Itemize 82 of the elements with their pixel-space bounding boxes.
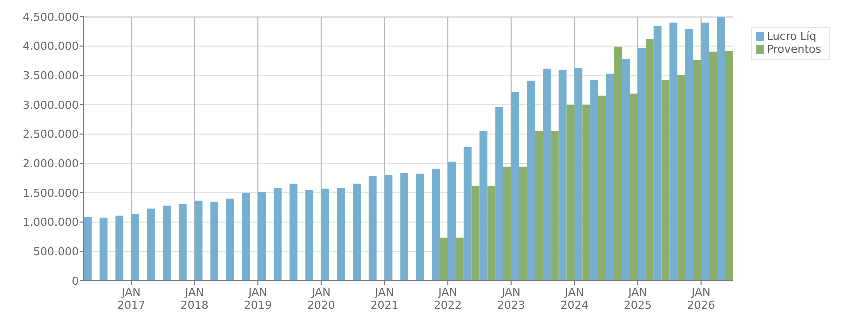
bar <box>163 206 172 281</box>
bar <box>147 208 156 281</box>
bar <box>194 200 203 281</box>
bar <box>511 92 520 281</box>
bar <box>558 70 567 281</box>
bar <box>638 48 646 281</box>
bar <box>701 22 710 281</box>
bar <box>306 190 314 281</box>
bar <box>432 168 440 281</box>
bar <box>131 214 140 281</box>
bar <box>550 131 559 281</box>
bar <box>630 94 638 281</box>
bar <box>456 238 464 281</box>
bar <box>693 60 702 281</box>
y-tick-label: 3.000.000 <box>23 98 79 112</box>
x-tick-label: JAN 2026 <box>687 286 716 312</box>
bar <box>496 107 504 281</box>
x-tick-label: JAN 2017 <box>117 286 146 312</box>
bar <box>574 68 583 281</box>
y-tick-label: 500.000 <box>34 246 79 259</box>
bar <box>440 238 448 281</box>
bar <box>717 17 726 281</box>
y-tick-label: 2.000.000 <box>23 158 79 171</box>
bar <box>480 131 488 281</box>
x-tick-label: JAN 2020 <box>307 286 336 312</box>
x-tick-label: JAN 2019 <box>244 286 272 312</box>
bar <box>416 174 424 281</box>
bar <box>488 186 496 281</box>
bar <box>709 52 718 281</box>
x-tick-label: JAN 2018 <box>180 286 209 312</box>
bar <box>258 192 266 281</box>
x-tick-label: JAN 2024 <box>560 286 589 312</box>
bar <box>84 217 92 281</box>
y-tick-label: 4.500.000 <box>23 10 79 24</box>
x-tick-label: JAN 2021 <box>370 286 399 312</box>
bar <box>448 162 456 281</box>
bar <box>519 166 528 281</box>
bar <box>503 166 512 281</box>
bar <box>321 188 330 281</box>
legend-label: Proventos <box>767 43 822 56</box>
bar <box>662 80 670 281</box>
bar <box>622 58 630 281</box>
bar <box>527 80 536 281</box>
bar <box>290 184 298 281</box>
bar <box>566 105 575 281</box>
y-tick-label: 1.500.000 <box>23 186 79 200</box>
y-tick-label: 2.500.000 <box>23 128 79 142</box>
bar <box>590 80 598 281</box>
y-tick-label: 3.500.000 <box>23 70 79 83</box>
bar <box>654 26 662 281</box>
x-tick-label: JAN 2025 <box>624 286 652 312</box>
bar <box>670 22 678 281</box>
x-tick-label: JAN 2023 <box>497 286 526 312</box>
bar <box>598 96 606 281</box>
bar <box>543 68 551 281</box>
bar <box>646 39 654 281</box>
legend-label: Lucro Líq <box>767 30 817 43</box>
y-tick-label: 0 <box>72 274 79 288</box>
bar <box>472 186 480 281</box>
bar <box>400 173 408 281</box>
bar <box>464 146 472 281</box>
bar <box>535 131 544 281</box>
bar <box>353 184 362 281</box>
y-tick-label: 1.000.000 <box>23 216 79 230</box>
bar <box>337 188 346 281</box>
bar <box>582 105 591 281</box>
bar <box>242 193 250 281</box>
bar <box>606 74 614 281</box>
bar <box>614 46 622 281</box>
bar <box>274 188 282 281</box>
bar <box>368 176 377 281</box>
bar <box>116 216 124 281</box>
x-tick-label: JAN 2022 <box>434 286 462 312</box>
bar <box>678 75 686 281</box>
bar <box>178 204 187 281</box>
y-tick-label: 4.000.000 <box>23 40 79 54</box>
bar <box>100 218 108 281</box>
bar <box>210 202 219 281</box>
bar <box>725 51 733 281</box>
bar <box>384 175 393 281</box>
bar <box>226 198 234 281</box>
bar <box>686 29 694 281</box>
